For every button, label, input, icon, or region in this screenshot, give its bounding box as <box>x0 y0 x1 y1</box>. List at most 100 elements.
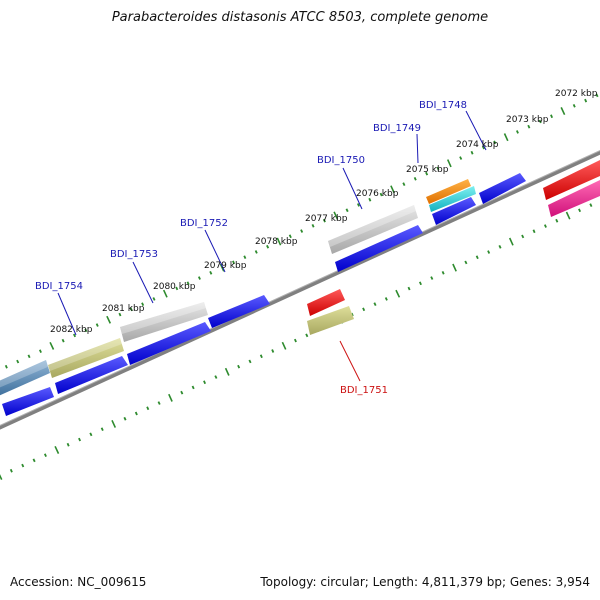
ruler-dot <box>595 93 599 98</box>
ruler-major-tick <box>560 107 566 116</box>
ruler-major-tick <box>276 237 282 246</box>
gene-bdi-1753[interactable] <box>48 338 124 378</box>
ruler-dot <box>21 463 25 468</box>
ruler-dot <box>550 114 554 119</box>
gene-bdi-1750[interactable] <box>328 205 418 254</box>
ruler-dot <box>16 359 20 364</box>
gene-label-bdi-1753[interactable]: BDI_1753 <box>110 249 158 260</box>
ruler-dot <box>555 218 559 223</box>
ruler-major-tick <box>111 419 117 428</box>
gene-arrow[interactable] <box>432 197 476 225</box>
ruler-dot <box>470 150 474 155</box>
ruler-dot <box>584 98 588 103</box>
gene-bdi-1751-red[interactable] <box>307 289 345 316</box>
ruler-dot <box>100 427 104 431</box>
ruler-dot <box>157 401 161 405</box>
ruler-dot <box>288 234 292 239</box>
ruler-dot <box>572 104 576 108</box>
ruler-major-tick <box>281 341 287 350</box>
ruler-dot <box>78 437 82 442</box>
ruler-major-tick <box>0 474 3 480</box>
gene-arrow[interactable] <box>55 356 128 394</box>
tick-label: 2078 kbp <box>255 237 298 247</box>
ruler-dot <box>322 218 326 223</box>
ruler-labels: 2072 kbp 2073 kbp 2074 kbp 2075 kbp 2076… <box>50 89 598 335</box>
ruler-dot <box>95 323 99 327</box>
gene-label-bdi-1750[interactable]: BDI_1750 <box>317 155 365 166</box>
ruler-dot <box>27 354 31 359</box>
gene-bdi-1754[interactable] <box>0 360 50 397</box>
gene-right-red[interactable] <box>543 160 600 217</box>
ruler-dot <box>61 338 65 343</box>
ruler-major-tick <box>54 445 60 454</box>
ruler-major-tick <box>224 367 230 376</box>
tick-label: 2073 kbp <box>506 115 549 125</box>
gene-arrow[interactable] <box>335 225 423 272</box>
gene-label-bdi-1748[interactable]: BDI_1748 <box>419 100 467 111</box>
ruler-dot <box>66 442 70 447</box>
ruler-dot <box>243 255 247 259</box>
ruler-major-tick <box>390 185 395 194</box>
tick-label: 2081 kbp <box>102 304 145 314</box>
ruler-dot <box>141 302 145 306</box>
ruler-dot <box>197 276 201 280</box>
ruler-dot <box>538 119 542 124</box>
ruler-dot <box>407 286 411 291</box>
forward-strand-upper <box>0 160 600 397</box>
ruler-major-tick <box>49 341 55 350</box>
gene-arrow[interactable] <box>479 173 526 204</box>
ruler-dot <box>300 229 304 233</box>
ruler-dot <box>232 260 236 265</box>
ruler-dot <box>180 390 184 395</box>
ruler-dot <box>123 416 127 421</box>
ruler-dot <box>384 297 388 301</box>
ruler-dot <box>425 171 429 176</box>
ruler-dot <box>345 208 349 213</box>
ruler-dot <box>4 364 8 369</box>
gene-arrow[interactable] <box>127 322 211 365</box>
ruler-dot <box>515 130 519 134</box>
ruler-major-tick <box>452 263 457 272</box>
gene-bdi-1751[interactable] <box>307 306 354 335</box>
ruler-dot <box>527 124 531 129</box>
ruler-major-tick <box>106 315 112 324</box>
gene-label-bdi-1752[interactable]: BDI_1752 <box>180 218 228 229</box>
tick-label: 2074 kbp <box>456 140 499 150</box>
ruler-dot <box>43 453 47 457</box>
ruler-dot <box>271 349 275 353</box>
ruler-dot <box>418 281 422 286</box>
genome-backbone <box>0 150 600 430</box>
tick-label: 2080 kbp <box>153 282 196 292</box>
ruler-dot <box>464 260 468 265</box>
ruler-dot <box>356 203 360 207</box>
tick-label: 2077 kbp <box>305 214 348 224</box>
gene-label-bdi-1751[interactable]: BDI_1751 <box>340 385 388 396</box>
gene-bdi-1752[interactable] <box>120 302 208 342</box>
tick-label: 2082 kbp <box>50 325 93 335</box>
tick-label: 2076 kbp <box>356 189 399 199</box>
gene-label-bdi-1754[interactable]: BDI_1754 <box>35 281 83 292</box>
ruler-dot <box>259 354 263 359</box>
ruler-major-tick <box>565 211 571 220</box>
tick-label: 2075 kbp <box>406 165 449 175</box>
ruler-dot <box>248 359 252 364</box>
ruler-dot <box>203 380 207 385</box>
ruler-major-tick <box>508 237 514 246</box>
gene-arrow[interactable] <box>208 295 270 328</box>
ruler-dot <box>118 312 122 317</box>
gene-arrow[interactable] <box>2 387 54 416</box>
gene-label-leaders <box>57 110 487 382</box>
ruler-dot <box>293 338 297 343</box>
ruler-dot <box>209 271 213 275</box>
ruler-dot <box>373 302 377 306</box>
ruler-major-tick <box>333 211 339 220</box>
ruler-dot <box>475 255 479 260</box>
ruler-dot <box>430 276 434 280</box>
gene-label-bdi-1749[interactable]: BDI_1749 <box>373 123 421 134</box>
gene-bdi-1749[interactable] <box>426 179 476 212</box>
ruler-dot <box>543 224 547 228</box>
genome-backbone-highlight <box>0 150 600 426</box>
ruler-dot <box>175 286 179 291</box>
ruler-dot <box>521 234 525 239</box>
